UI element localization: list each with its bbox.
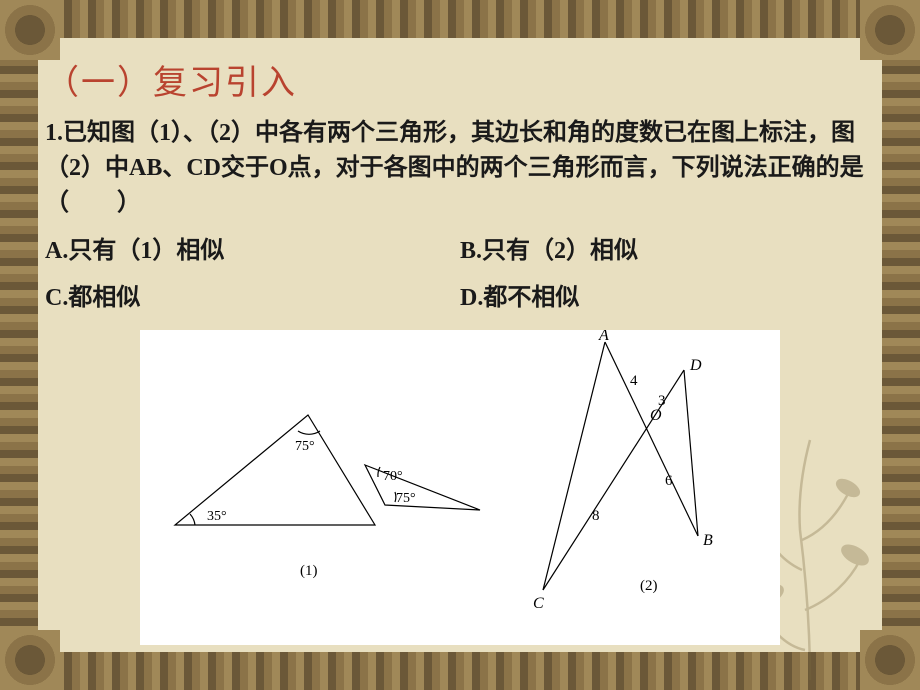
fig1-angle-75b: 75°: [396, 491, 416, 506]
corner-ornament: [860, 0, 920, 60]
fig2-label-d: D: [689, 357, 702, 374]
section-title: （一）复习引入: [45, 55, 875, 104]
option-b: B.只有（2）相似: [460, 230, 875, 265]
fig2-len-3: 3: [658, 393, 666, 409]
border-top: [0, 0, 920, 38]
fig1-caption: (1): [300, 563, 318, 579]
fig2-label-o: O: [650, 407, 662, 424]
option-a: A.只有（1）相似: [45, 230, 460, 265]
option-d: D.都不相似: [460, 277, 875, 312]
fig2-caption: (2): [640, 578, 658, 594]
option-c: C.都相似: [45, 277, 460, 312]
figure-1: 35° 75° 70° 75° (1): [175, 415, 480, 579]
fig2-len-6: 6: [665, 473, 673, 489]
fig2-len-4: 4: [630, 373, 638, 389]
fig2-label-b: B: [703, 532, 713, 549]
border-right: [882, 0, 920, 690]
border-left: [0, 0, 38, 690]
corner-ornament: [0, 0, 60, 60]
fig1-angle-35: 35°: [207, 509, 227, 524]
geometry-diagram: 35° 75° 70° 75° (1) A D O: [140, 330, 780, 645]
slide-content: （一）复习引入 1.已知图（1）、（2）中各有两个三角形，其边长和角的度数已在图…: [45, 55, 875, 645]
fig2-label-a: A: [598, 330, 609, 344]
figure-container: 35° 75° 70° 75° (1) A D O: [140, 330, 780, 645]
options-row: A.只有（1）相似 B.只有（2）相似 C.都相似 D.都不相似: [45, 230, 875, 324]
fig2-len-8: 8: [592, 508, 600, 524]
question-text: 1.已知图（1）、（2）中各有两个三角形，其边长和角的度数已在图上标注，图（2）…: [45, 116, 875, 220]
fig1-angle-75a: 75°: [295, 439, 315, 454]
fig1-angle-70: 70°: [383, 469, 403, 484]
fig2-label-c: C: [533, 595, 544, 612]
figure-2: A D O B C 4 3 8 6 (2): [533, 330, 713, 612]
border-bottom: [0, 652, 920, 690]
